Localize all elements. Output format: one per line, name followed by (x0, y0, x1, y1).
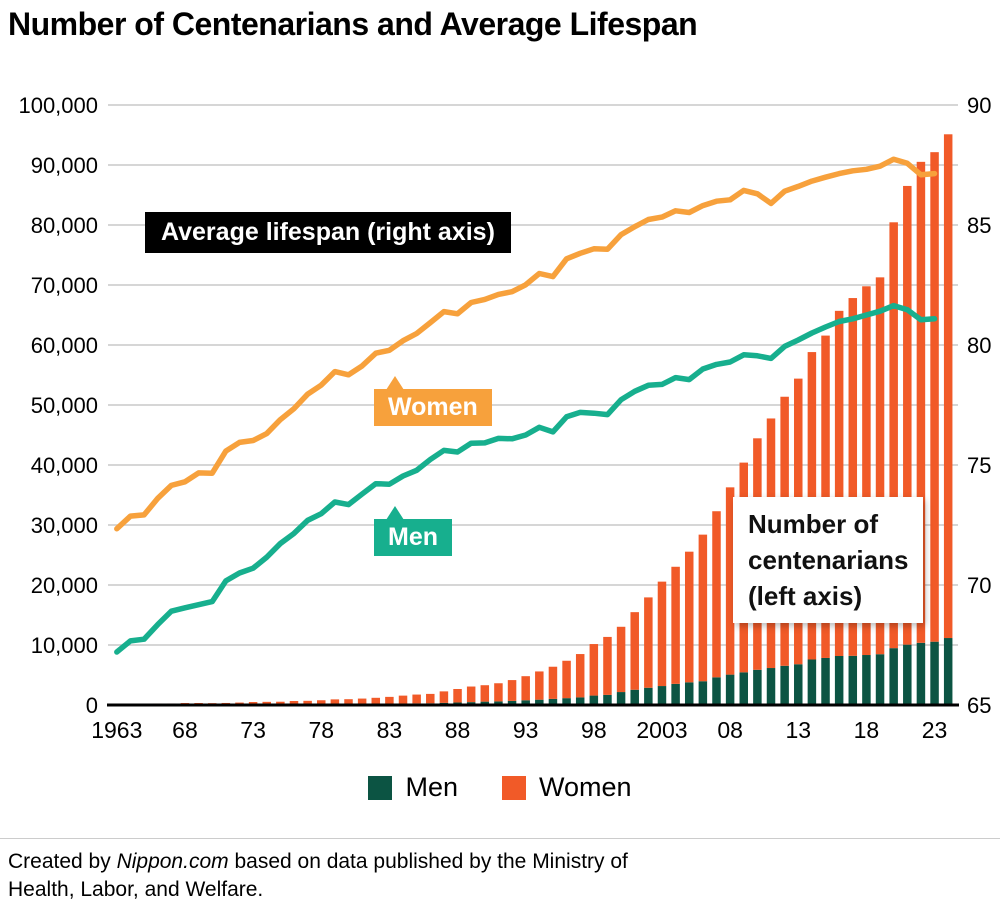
average-lifespan-label: Average lifespan (right axis) (145, 212, 511, 253)
centenarians-label-line2: centenarians (748, 545, 909, 575)
men-line-label: Men (374, 506, 452, 556)
svg-text:70,000: 70,000 (31, 273, 98, 298)
footer: Created by Nippon.com based on data publ… (0, 838, 1000, 904)
svg-text:13: 13 (785, 717, 811, 743)
svg-text:40,000: 40,000 (31, 453, 98, 478)
chart-title: Number of Centenarians and Average Lifes… (8, 6, 698, 42)
svg-text:60,000: 60,000 (31, 333, 98, 358)
women-line-label: Women (374, 376, 492, 426)
men-label-pointer-icon (386, 506, 404, 520)
svg-text:23: 23 (922, 717, 948, 743)
women-line-label-text: Women (388, 393, 478, 421)
svg-text:83: 83 (377, 717, 403, 743)
svg-text:20,000: 20,000 (31, 573, 98, 598)
centenarians-label: Number of centenarians (left axis) (733, 497, 924, 623)
svg-text:73: 73 (240, 717, 266, 743)
svg-text:88: 88 (445, 717, 471, 743)
svg-text:2003: 2003 (636, 717, 687, 743)
legend-label-women: Women (538, 772, 632, 802)
credit-text: Created by Nippon.com based on data publ… (8, 848, 768, 904)
centenarians-label-line3: (left axis) (748, 581, 863, 611)
svg-text:68: 68 (172, 717, 198, 743)
credit-middle: based on data published by the Ministry … (228, 850, 628, 873)
svg-text:1963: 1963 (91, 717, 142, 743)
svg-text:80,000: 80,000 (31, 213, 98, 238)
svg-text:80: 80 (967, 333, 991, 358)
svg-text:30,000: 30,000 (31, 513, 98, 538)
legend: Men Women (0, 772, 1000, 803)
legend-item-men: Men (368, 772, 458, 803)
svg-text:78: 78 (308, 717, 334, 743)
centenarians-label-line1: Number of (748, 509, 878, 539)
chart-canvas: 0 10,000 20,000 30,000 40,000 50,000 60,000 70,… (18, 93, 991, 743)
men-swatch-icon (368, 775, 393, 800)
credit-source: Nippon.com (116, 850, 229, 873)
svg-text:85: 85 (967, 213, 991, 238)
men-line-label-text: Men (388, 523, 438, 551)
credit-prefix: Created by (8, 850, 117, 873)
women-swatch-icon (501, 775, 526, 800)
women-label-pointer-icon (386, 376, 404, 390)
svg-text:90: 90 (967, 93, 991, 118)
legend-item-women: Women (501, 772, 632, 803)
svg-text:70: 70 (967, 573, 991, 598)
svg-text:10,000: 10,000 (31, 633, 98, 658)
svg-text:98: 98 (581, 717, 607, 743)
svg-text:93: 93 (513, 717, 539, 743)
svg-text:50,000: 50,000 (31, 393, 98, 418)
svg-text:75: 75 (967, 453, 991, 478)
lifespan-lines (114, 156, 938, 655)
svg-text:08: 08 (717, 717, 743, 743)
svg-text:90,000: 90,000 (31, 153, 98, 178)
credit-line2: Health, Labor, and Welfare. (8, 878, 264, 901)
legend-label-men: Men (405, 772, 458, 802)
svg-text:0: 0 (86, 693, 98, 718)
svg-text:65: 65 (967, 693, 991, 718)
axis-tick-labels: 0 10,000 20,000 30,000 40,000 50,000 60,000 70,… (18, 93, 991, 743)
svg-text:18: 18 (854, 717, 880, 743)
svg-text:100,000: 100,000 (18, 93, 98, 118)
